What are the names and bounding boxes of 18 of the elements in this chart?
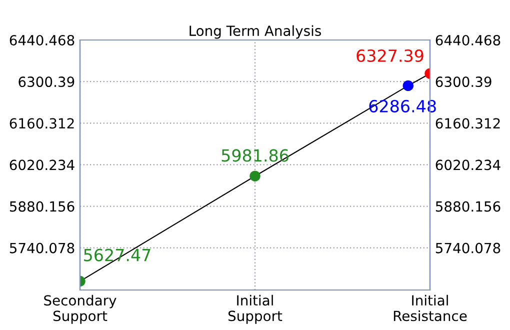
chart-title: Long Term Analysis bbox=[190, 25, 321, 39]
y-tick-label: 6440.468 bbox=[10, 34, 74, 46]
y2-tick-label: 6300.39 bbox=[436, 76, 492, 88]
y-tick-label: 6160.312 bbox=[10, 118, 74, 129]
y-tick-label: 6300.39 bbox=[18, 76, 74, 88]
x-tick-label: Initial Resistance bbox=[394, 294, 467, 322]
x-tick-label: Initial Support bbox=[228, 294, 282, 324]
y2-tick-label: 6440.468 bbox=[436, 34, 500, 46]
y2-tick-label: 6020.234 bbox=[436, 160, 500, 170]
y-tick-label: 5740.078 bbox=[10, 242, 74, 254]
y2-tick-label: 5740.078 bbox=[436, 242, 500, 254]
data-label: 6327.39 bbox=[356, 49, 424, 62]
y2-tick-label: 6160.312 bbox=[436, 118, 500, 129]
y2-tick-label: 5880.156 bbox=[436, 201, 500, 212]
y-tick-label: 6020.234 bbox=[10, 160, 74, 170]
y-tick-label: 5880.156 bbox=[10, 201, 74, 212]
data-label: 5981.86 bbox=[222, 149, 288, 162]
x-tick-label: Secondary Support bbox=[44, 294, 116, 324]
